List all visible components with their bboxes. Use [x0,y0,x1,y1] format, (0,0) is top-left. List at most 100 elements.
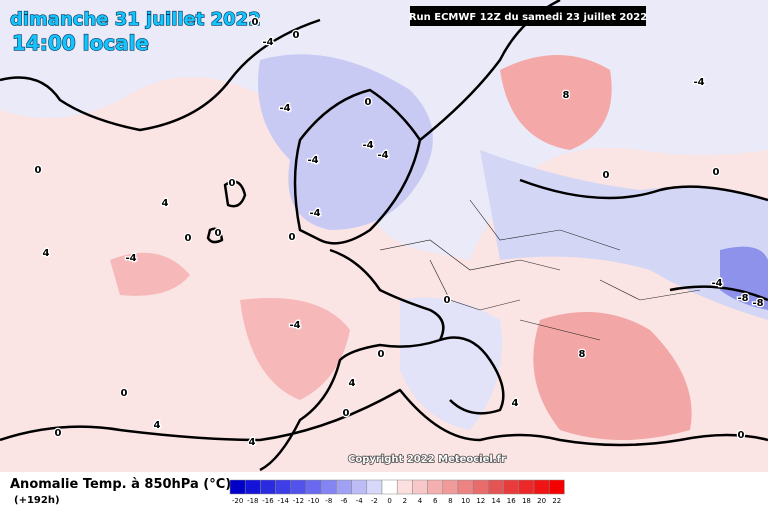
forecast-date: dimanche 31 juillet 2022 [10,9,261,30]
contour-label: 4 [349,378,356,389]
contour-label: -8 [737,293,748,304]
color-box [503,479,520,495]
contour-label: 0 [55,428,62,439]
contour-label: 4 [162,198,169,209]
contour-label: 0 [738,430,745,441]
coastline [519,178,768,202]
contour-label: 0 [289,232,296,243]
scale-label: 14 [492,497,501,505]
scale-label: 10 [461,497,470,505]
color-box [366,479,383,495]
contour-label: -4 [262,37,273,48]
scale-label: -8 [325,497,332,505]
scale-label: -12 [293,497,304,505]
contour-label: -4 [711,278,722,289]
contour-label: -4 [125,253,136,264]
lead-time: (+192h) [14,495,60,506]
contour-label: 4 [249,437,256,448]
color-box [472,479,489,495]
contour-label: 4 [43,248,50,259]
coastline [293,88,422,245]
contour-label: 0 [713,167,720,178]
scale-label: 8 [448,497,452,505]
contour-label: -4 [362,140,373,151]
legend: Anomalie Temp. à 850hPa (°C) (+192h) -20… [0,472,768,512]
contour-label: -4 [279,103,290,114]
scale-label: 16 [507,497,516,505]
color-box [229,479,246,495]
contour-label: 4 [154,420,161,431]
color-box [457,479,474,495]
contour-label: 0 [252,17,259,28]
scale-label: 18 [522,497,531,505]
run-info: Run ECMWF 12Z du samedi 23 juillet 2022 [409,12,647,23]
legend-title: Anomalie Temp. à 850hPa (°C) [10,477,231,492]
run-banner [410,6,646,26]
contour-label: 0 [444,295,451,306]
contour-label: 0 [185,233,192,244]
cold-anomaly [258,54,433,231]
color-box [533,479,550,495]
color-box [412,479,428,495]
contour-label: 0 [603,170,610,181]
cold-anomaly [480,150,768,320]
color-box [244,479,261,495]
border [379,199,701,341]
color-box [381,479,398,495]
scale-label: -20 [232,497,243,505]
scale-label: 6 [433,497,438,505]
color-box [488,479,504,495]
scale-label: -4 [356,497,364,505]
contour-label: -4 [377,150,388,161]
contour-label: 4 [512,398,519,409]
color-box [548,479,565,495]
contour-label: 8 [579,349,586,360]
color-box [305,479,322,495]
contour-label: 0 [215,228,222,239]
scale-label: -16 [262,497,274,505]
scale-label: -18 [247,497,258,505]
coastline [0,388,768,447]
color-box [427,479,444,495]
color-box [290,479,307,495]
contour-label: 0 [121,388,128,399]
color-box [260,479,276,495]
color-box [351,479,368,495]
copyright: Copyright 2022 Meteociel.fr [348,454,506,465]
warm-anomaly [500,55,612,150]
contour-label: -4 [289,320,300,331]
scale-label: -10 [308,497,319,505]
coastline [206,180,247,244]
scale-label: 0 [387,497,391,505]
scale-label: 4 [418,497,423,505]
map: Run ECMWF 12Z du samedi 23 juillet 2022 … [0,0,768,472]
color-box [518,479,535,495]
scale-label: 12 [476,497,485,505]
coastline [259,248,445,472]
scale-label: 20 [537,497,546,505]
contour-label: 0 [378,349,385,360]
contour-label: 8 [563,90,570,101]
color-box [442,479,459,495]
contour-label: 0 [35,165,42,176]
coastline [439,336,505,415]
warm-anomaly [110,252,190,296]
scale-label: 2 [403,497,407,505]
contour-label: -4 [693,77,704,88]
contour-label: 0 [365,97,372,108]
color-box [336,479,352,495]
warm-anomaly [533,312,692,440]
color-box [396,479,413,495]
contour-label: 0 [229,178,236,189]
forecast-time: 14:00 locale [12,31,149,55]
contour-label: 0 [343,408,350,419]
scale-label: 22 [552,497,561,505]
color-box [275,479,292,495]
scale-label: -6 [341,497,349,505]
color-scale: -20 -18 -16 -14 -12 -10 -8 -6 -4 -2 0 2 4 6 8 10 12 14 16 1… [229,479,565,505]
contour-label: 0 [293,30,300,41]
coastline [669,285,768,302]
color-box [320,479,337,495]
coastline [0,18,321,132]
